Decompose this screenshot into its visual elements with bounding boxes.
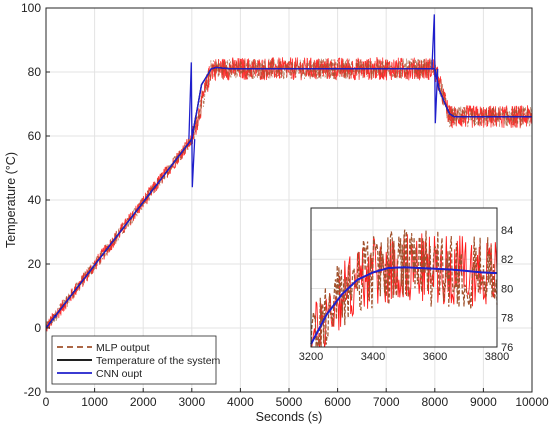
y-tick-label: 60 [28,129,42,143]
cnn-output-line [45,66,532,329]
inset-y-tick-label: 76 [501,342,513,354]
y-tick-label: 20 [28,257,42,271]
x-axis-label: Seconds (s) [256,410,323,424]
inset-x-tick-label: 3400 [361,351,385,363]
legend: MLP output Temperature of the system CNN… [51,335,221,385]
y-tick-label: 100 [21,1,41,15]
mlp-output-line [45,58,533,331]
inset-x-tick-label: 3800 [485,351,509,363]
legend-label-temperature: Temperature of the system [96,355,221,367]
inset-y-tick-label: 82 [501,254,513,266]
y-tick-label: 0 [34,321,41,335]
x-tick-label: 7000 [373,395,400,409]
x-tick-label: 10000 [515,395,549,409]
y-tick-label: 40 [28,193,42,207]
y-tick-label: -20 [24,385,42,399]
inset-x-tick-label: 3200 [299,351,323,363]
series-layer [45,14,533,332]
inset-y-tick-label: 78 [501,313,513,325]
inset-cnn-output-line [310,266,498,345]
x-tick-label: 5000 [276,395,303,409]
x-tick-label: 8000 [421,395,448,409]
cnn-spike [431,14,439,124]
x-tick-label: 3000 [178,395,205,409]
x-tick-label: 4000 [227,395,254,409]
inset-frame [310,207,498,348]
inset-mlp-output-line [310,229,498,348]
y-tick-label: 80 [28,65,42,79]
x-tick-label: 6000 [324,395,351,409]
x-tick-label: 9000 [470,395,497,409]
legend-label-cnn: CNN oupt [96,368,142,380]
legend-label-mlp: MLP output [96,342,150,354]
x-tick-label: 0 [43,395,50,409]
x-tick-label: 2000 [130,395,157,409]
cnn-spike [188,62,196,188]
inset-y-tick-label: 80 [501,283,513,295]
x-tick-label: 1000 [81,395,108,409]
ticks: 0 1000 2000 3000 4000 5000 6000 7000 8000 9000 100… [21,1,549,409]
inset-y-tick-label: 84 [501,225,513,237]
inset-x-tick-label: 3600 [423,351,447,363]
y-axis-label: Temperature (°C) [4,152,18,248]
